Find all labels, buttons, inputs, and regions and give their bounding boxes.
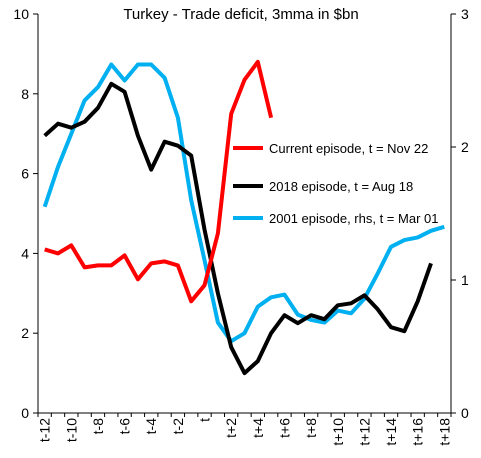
right-tick-label: 1: [461, 272, 469, 288]
legend-label: 2018 episode, t = Aug 18: [269, 179, 413, 194]
x-tick-label: t-12: [37, 418, 53, 442]
x-tick-label: t+6: [276, 418, 292, 438]
legend-label: Current episode, t = Nov 22: [269, 141, 428, 156]
chart-title: Turkey - Trade deficit, 3mma in $bn: [123, 6, 358, 23]
series-line-1: [44, 59, 274, 304]
legend-label: 2001 episode, rhs, t = Mar 01: [269, 211, 438, 226]
x-axis-ticks: t-12 t-10 t-8 t-6 t-4 t-2 t t+2 t+4 t+6 t+8 t+10 t+1…: [37, 413, 452, 446]
x-tick-label: t+10: [330, 418, 346, 446]
legend: Current episode, t = Nov 22 2018 episode,…: [233, 141, 438, 226]
series-layer: [42, 59, 445, 376]
x-tick-label: t+14: [383, 418, 399, 446]
right-tick-label: 3: [461, 6, 469, 22]
x-tick-label: t+12: [356, 418, 372, 446]
x-tick-label: t-2: [170, 418, 186, 435]
x-tick-label: t+18: [436, 418, 452, 446]
left-tick-label: 4: [21, 245, 29, 261]
right-tick-label: 2: [461, 139, 469, 155]
x-tick-label: t-6: [117, 418, 133, 435]
right-tick-label: 0: [461, 405, 469, 421]
series-line-2: [43, 81, 433, 376]
x-tick-label: t-4: [143, 418, 159, 435]
left-axis-ticks: 0 2 4 6 8 10: [13, 6, 38, 421]
left-tick-label: 10: [13, 6, 29, 22]
left-tick-label: 8: [21, 86, 29, 102]
x-tick-label: t-8: [90, 418, 106, 435]
series-line-3: [42, 62, 445, 344]
x-tick-label: t+8: [303, 418, 319, 438]
x-tick-label: t+16: [410, 418, 426, 446]
right-axis-ticks: 0 1 2 3: [451, 6, 469, 421]
x-tick-label: t+4: [250, 418, 266, 438]
left-tick-label: 0: [21, 405, 29, 421]
x-tick-label: t+2: [223, 418, 239, 438]
x-tick-label: t-10: [63, 418, 79, 442]
left-tick-label: 2: [21, 325, 29, 341]
left-tick-label: 6: [21, 166, 29, 182]
x-tick-label: t: [197, 418, 213, 422]
